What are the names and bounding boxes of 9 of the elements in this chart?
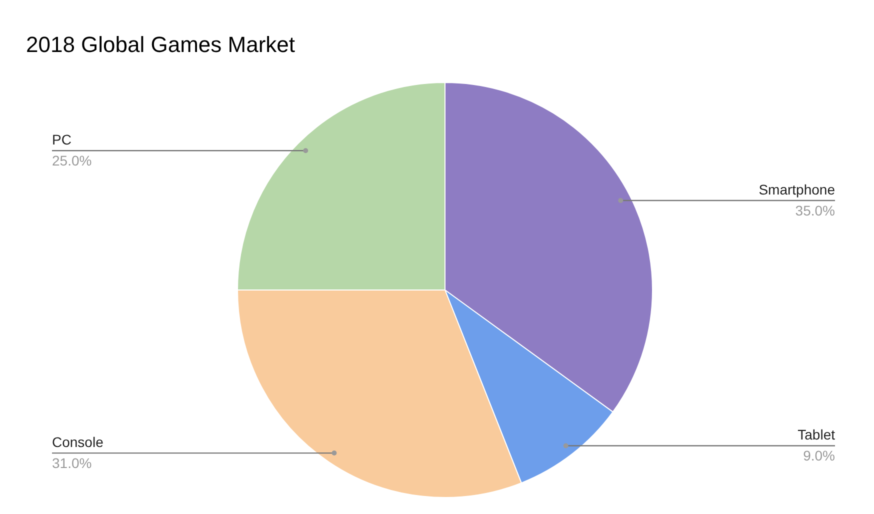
data-label: 9.0% (803, 448, 835, 464)
chart-title: 2018 Global Games Market (26, 32, 296, 57)
slice-label: Smartphone (758, 181, 836, 198)
data-label: 31.0% (52, 454, 92, 471)
slice-label: Console (52, 434, 104, 450)
slice-label: Tablet (798, 426, 836, 443)
data-label: 25.0% (52, 152, 92, 168)
slice-label: PC (52, 131, 72, 148)
data-label: 35.0% (795, 202, 835, 218)
